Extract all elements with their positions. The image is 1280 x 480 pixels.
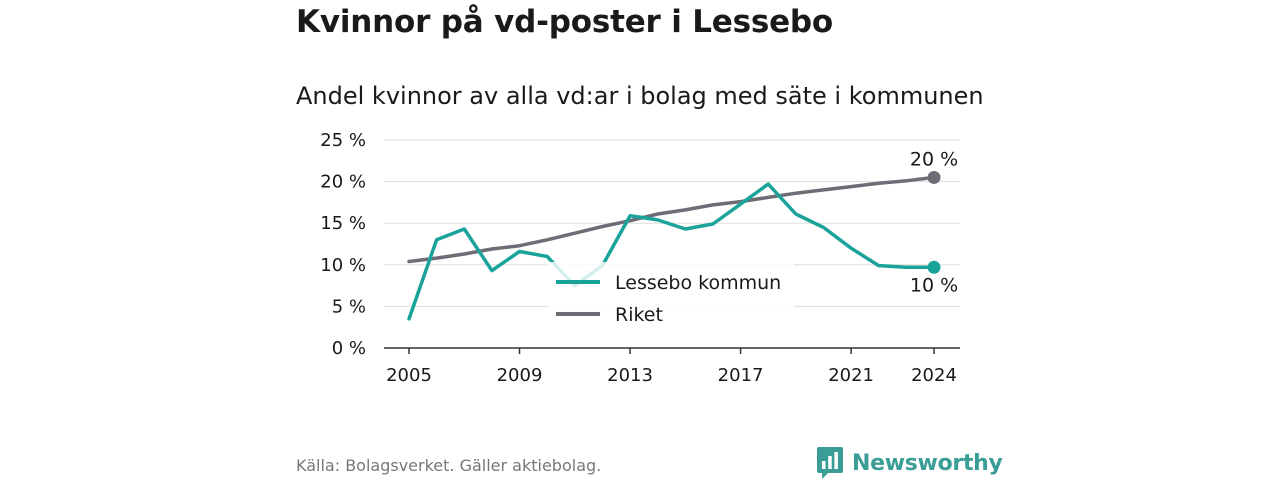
newsworthy-logo-icon [817, 447, 843, 479]
legend-background [548, 262, 794, 332]
series-end-point [927, 260, 941, 274]
end-label-riket: 20 % [910, 148, 958, 170]
x-tick-label: 2005 [386, 365, 432, 386]
y-tick-label: 25 % [320, 130, 366, 151]
source-note: Källa: Bolagsverket. Gäller aktiebolag. [296, 456, 602, 475]
x-tick-label: 2024 [911, 365, 957, 386]
chart-subtitle: Andel kvinnor av alla vd:ar i bolag med … [296, 82, 984, 110]
series-line-riket [407, 175, 936, 264]
chart-title: Kvinnor på vd-poster i Lessebo [296, 4, 834, 40]
series-end-point [927, 170, 941, 184]
y-tick-label: 15 % [320, 213, 366, 234]
end-label-lessebo: 10 % [910, 274, 958, 296]
x-tick-label: 2017 [718, 365, 764, 386]
brand-logo: Newsworthy [816, 446, 1003, 480]
x-tick-label: 2009 [497, 365, 543, 386]
y-tick-label: 10 % [320, 255, 366, 276]
series-line-lessebo [407, 182, 936, 321]
x-tick-label: 2013 [607, 365, 653, 386]
legend-label: Lessebo kommun [615, 272, 781, 294]
y-tick-label: 0 % [332, 338, 366, 359]
brand-name: Newsworthy [852, 450, 1003, 476]
y-tick-label: 20 % [320, 172, 366, 193]
x-tick-label: 2021 [828, 365, 874, 386]
legend-label: Riket [615, 304, 663, 326]
y-tick-label: 5 % [332, 296, 366, 317]
